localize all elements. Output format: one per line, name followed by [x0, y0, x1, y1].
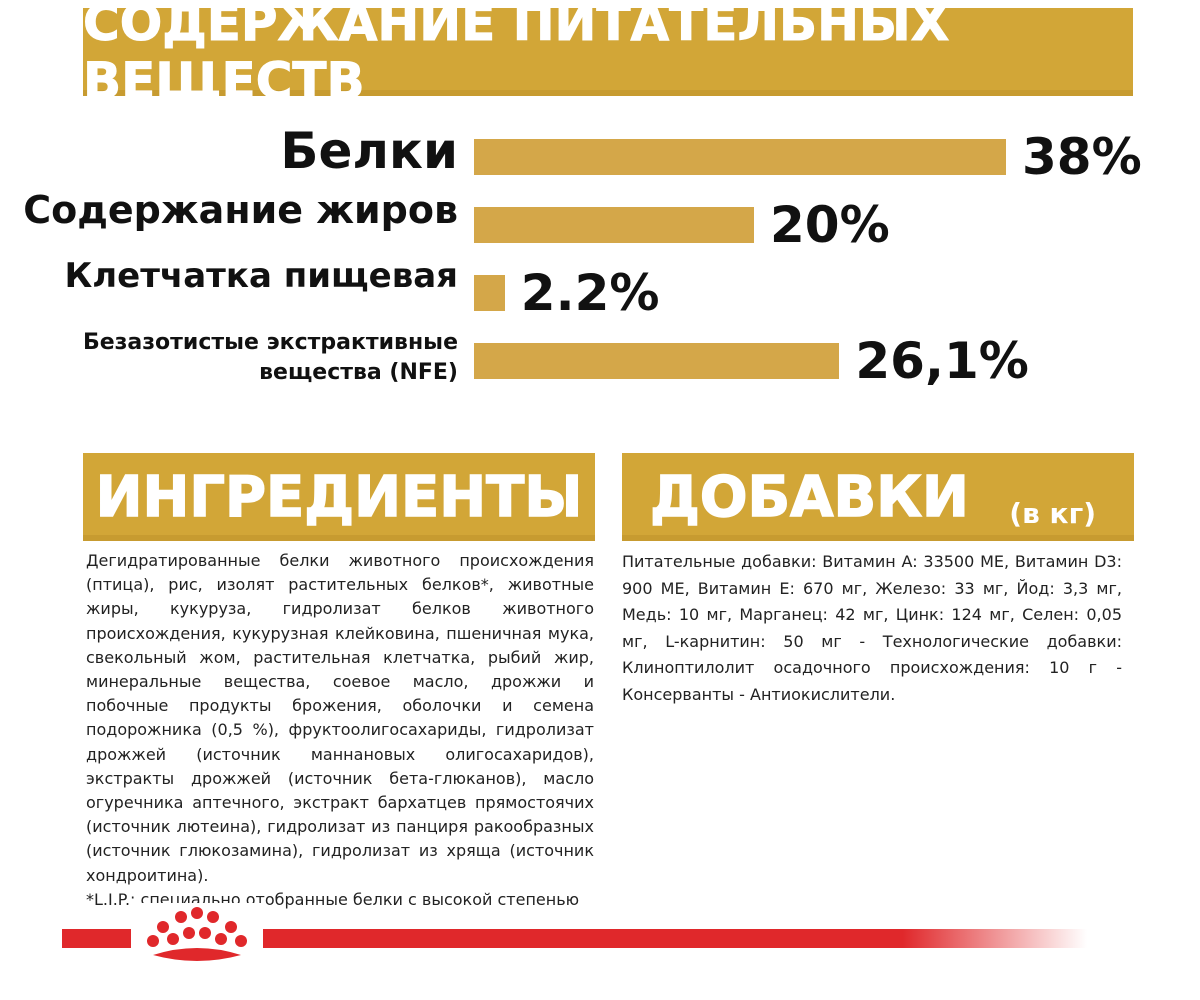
nutrient-label-nfe-line2: вещества (NFE)	[259, 360, 458, 385]
royal-canin-crown-icon	[147, 907, 247, 961]
nutrient-bar-nfe	[474, 343, 840, 379]
additives-unit: (в кг)	[1009, 497, 1096, 530]
nutrients-title-banner: СОДЕРЖАНИЕ ПИТАТЕЛЬНЫХ ВЕЩЕСТВ	[83, 0, 1133, 111]
footer-red-stripe	[62, 929, 1087, 948]
nutrient-value-fiber: 2.2%	[520, 264, 660, 322]
nutrient-value-fat: 20%	[770, 196, 890, 254]
additives-text: Питательные добавки: Витамин A: 33500 МЕ…	[622, 552, 1122, 704]
nutrient-label-nfe-line1: Безазотистые экстрактивные	[82, 330, 458, 355]
ingredients-title: ИНГРЕДИЕНТЫ	[95, 464, 583, 531]
nutrient-bar-protein	[474, 139, 1006, 175]
nutrients-title: СОДЕРЖАНИЕ ПИТАТЕЛЬНЫХ ВЕЩЕСТВ	[83, 0, 950, 111]
nutrient-label-fiber: Клетчатка пищевая	[64, 256, 458, 296]
nutrient-label-fat: Содержание жиров	[23, 188, 458, 232]
nutrient-value-nfe: 26,1%	[855, 332, 1029, 390]
ingredients-title-banner: ИНГРЕДИЕНТЫ	[83, 453, 595, 541]
nutrient-bar-fat	[474, 207, 754, 243]
additives-title-banner: ДОБАВКИ (в кг)	[622, 453, 1134, 541]
ingredients-text-block: Дегидратированные белки животного происх…	[86, 549, 594, 912]
ingredients-text: Дегидратированные белки животного происх…	[86, 551, 594, 885]
nutrient-label-nfe: Безазотистые экстрактивные вещества (NFE…	[83, 328, 458, 388]
brand-logo	[131, 903, 263, 971]
nutrient-bar-fiber	[474, 275, 505, 311]
nutrient-value-protein: 38%	[1022, 128, 1142, 186]
additives-title: ДОБАВКИ	[649, 464, 969, 531]
nutrient-label-protein: Белки	[280, 122, 458, 180]
